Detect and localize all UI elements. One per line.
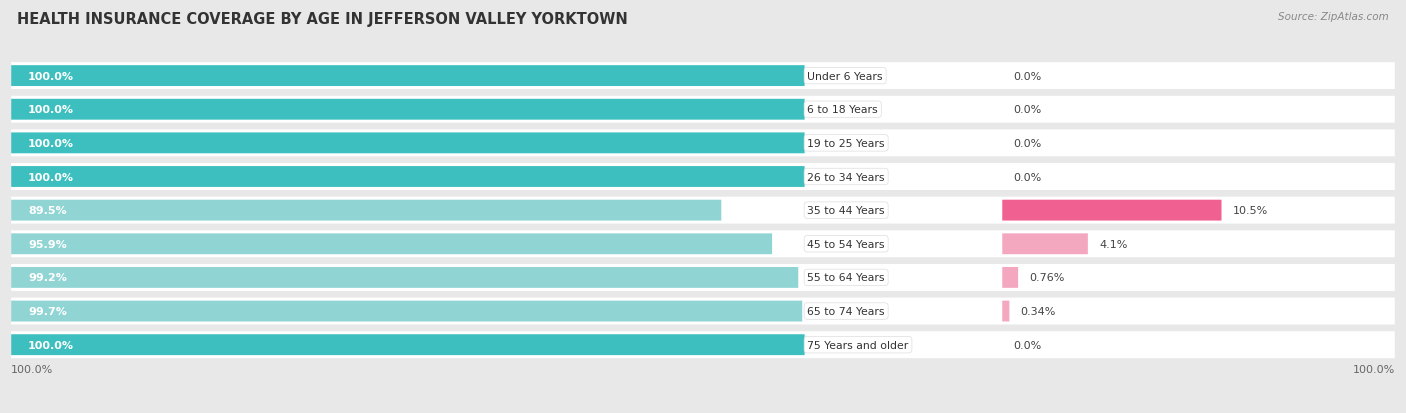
FancyBboxPatch shape [1002, 301, 1010, 322]
FancyBboxPatch shape [11, 130, 1395, 157]
Text: 99.2%: 99.2% [28, 273, 66, 283]
Text: Source: ZipAtlas.com: Source: ZipAtlas.com [1278, 12, 1389, 22]
Text: 100.0%: 100.0% [11, 364, 53, 374]
Text: 4.1%: 4.1% [1099, 239, 1128, 249]
FancyBboxPatch shape [11, 100, 804, 120]
Text: 0.0%: 0.0% [1014, 105, 1042, 115]
Text: 45 to 54 Years: 45 to 54 Years [807, 239, 884, 249]
FancyBboxPatch shape [11, 264, 1395, 291]
FancyBboxPatch shape [11, 167, 804, 188]
Text: 75 Years and older: 75 Years and older [807, 340, 908, 350]
FancyBboxPatch shape [11, 335, 804, 355]
Text: 0.34%: 0.34% [1021, 306, 1056, 316]
FancyBboxPatch shape [11, 63, 1395, 90]
Text: 89.5%: 89.5% [28, 206, 66, 216]
FancyBboxPatch shape [11, 301, 803, 322]
FancyBboxPatch shape [1002, 267, 1018, 288]
FancyBboxPatch shape [11, 133, 804, 154]
Text: 100.0%: 100.0% [1353, 364, 1395, 374]
Text: 0.0%: 0.0% [1014, 340, 1042, 350]
Text: 0.76%: 0.76% [1029, 273, 1064, 283]
FancyBboxPatch shape [11, 164, 1395, 190]
Text: 100.0%: 100.0% [28, 105, 75, 115]
Text: 95.9%: 95.9% [28, 239, 66, 249]
Text: 100.0%: 100.0% [28, 340, 75, 350]
FancyBboxPatch shape [11, 231, 1395, 258]
Text: 26 to 34 Years: 26 to 34 Years [807, 172, 884, 182]
Text: 35 to 44 Years: 35 to 44 Years [807, 206, 884, 216]
Text: 100.0%: 100.0% [28, 71, 75, 81]
Text: 0.0%: 0.0% [1014, 138, 1042, 149]
FancyBboxPatch shape [1002, 200, 1222, 221]
FancyBboxPatch shape [11, 331, 1395, 358]
FancyBboxPatch shape [11, 298, 1395, 325]
FancyBboxPatch shape [11, 234, 772, 254]
Text: 55 to 64 Years: 55 to 64 Years [807, 273, 884, 283]
FancyBboxPatch shape [11, 267, 799, 288]
Text: 10.5%: 10.5% [1233, 206, 1268, 216]
FancyBboxPatch shape [11, 197, 1395, 224]
Text: 99.7%: 99.7% [28, 306, 66, 316]
FancyBboxPatch shape [11, 200, 721, 221]
Text: 65 to 74 Years: 65 to 74 Years [807, 306, 884, 316]
Text: 0.0%: 0.0% [1014, 172, 1042, 182]
Text: 19 to 25 Years: 19 to 25 Years [807, 138, 884, 149]
Text: 100.0%: 100.0% [28, 172, 75, 182]
Text: Under 6 Years: Under 6 Years [807, 71, 883, 81]
Text: 0.0%: 0.0% [1014, 71, 1042, 81]
Text: HEALTH INSURANCE COVERAGE BY AGE IN JEFFERSON VALLEY YORKTOWN: HEALTH INSURANCE COVERAGE BY AGE IN JEFF… [17, 12, 627, 27]
Text: 100.0%: 100.0% [28, 138, 75, 149]
FancyBboxPatch shape [1002, 234, 1088, 254]
Text: 6 to 18 Years: 6 to 18 Years [807, 105, 877, 115]
FancyBboxPatch shape [11, 97, 1395, 123]
FancyBboxPatch shape [11, 66, 804, 87]
